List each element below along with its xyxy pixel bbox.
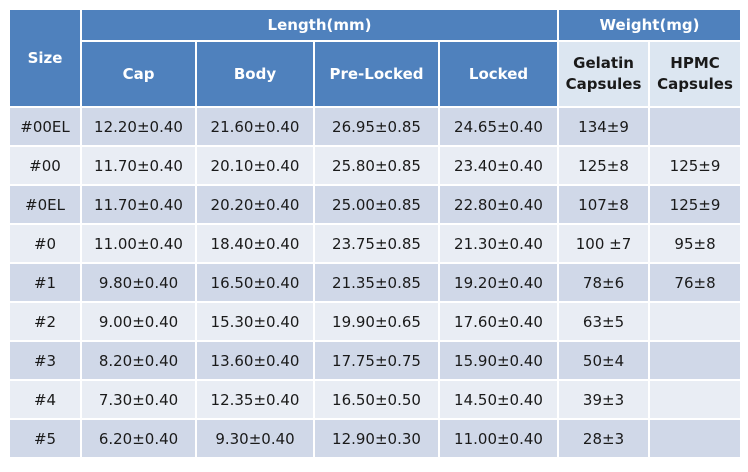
value-cell: 134±9 (557, 106, 651, 147)
size-cell: #0EL (8, 184, 82, 225)
value-cell: 6.20±0.40 (80, 418, 197, 459)
value-cell: 39±3 (557, 379, 651, 420)
value-cell: 11.70±0.40 (80, 184, 197, 225)
value-cell (648, 106, 743, 147)
value-cell: 25.00±0.85 (313, 184, 440, 225)
value-cell: 23.40±0.40 (437, 145, 560, 186)
header-cell: Cap (80, 40, 197, 108)
table-row: #4 7.30±0.40 12.35±0.40 16.50±0.50 14.50±0.4… (8, 379, 743, 420)
value-cell: 63±5 (557, 301, 651, 342)
value-cell: 50±4 (557, 340, 651, 381)
value-cell: 11.00±0.40 (437, 418, 560, 459)
value-cell: 8.20±0.40 (80, 340, 197, 381)
value-cell: 17.60±0.40 (437, 301, 560, 342)
value-cell: 107±8 (557, 184, 651, 225)
value-cell: 95±8 (648, 223, 743, 264)
value-cell: 125±8 (557, 145, 651, 186)
size-cell: #5 (8, 418, 82, 459)
header-cell: Gelatin Capsules (557, 40, 651, 108)
table-row: #0 11.00±0.40 18.40±0.40 23.75±0.85 21.30±0.… (8, 223, 743, 264)
value-cell: 9.80±0.40 (80, 262, 197, 303)
value-cell: 15.30±0.40 (195, 301, 315, 342)
table-row: #1 9.80±0.40 16.50±0.40 21.35±0.85 19.20±0.4… (8, 262, 743, 303)
size-cell: #3 (8, 340, 82, 381)
value-cell: 21.60±0.40 (195, 106, 315, 147)
header-cell: Weight(mg) (557, 8, 743, 42)
table-row: #00EL 12.20±0.40 21.60±0.40 26.95±0.85 24.65… (8, 106, 743, 147)
value-cell: 12.20±0.40 (80, 106, 197, 147)
header-cell: HPMC Capsules (648, 40, 743, 108)
header-cell: Length(mm) (79, 8, 560, 42)
value-cell (648, 379, 743, 420)
value-cell: 9.30±0.40 (195, 418, 315, 459)
size-cell: #4 (8, 379, 82, 420)
value-cell: 12.35±0.40 (195, 379, 315, 420)
value-cell: 16.50±0.40 (195, 262, 315, 303)
size-cell: #1 (8, 262, 82, 303)
value-cell: 17.75±0.75 (313, 340, 440, 381)
value-cell: 14.50±0.40 (437, 379, 560, 420)
value-cell: 13.60±0.40 (195, 340, 315, 381)
value-cell: 22.80±0.40 (437, 184, 560, 225)
value-cell: 125±9 (648, 184, 743, 225)
table-row: #00 11.70±0.40 20.10±0.40 25.80±0.85 23.40±0… (8, 145, 743, 186)
header-cell: Pre-Locked (313, 40, 440, 108)
header-cell: Size (8, 8, 82, 108)
value-cell: 125±9 (648, 145, 743, 186)
value-cell (648, 301, 743, 342)
value-cell: 24.65±0.40 (437, 106, 560, 147)
size-cell: #00EL (8, 106, 82, 147)
value-cell: 100 ±7 (557, 223, 651, 264)
value-cell: 78±6 (557, 262, 651, 303)
header-cell: Locked (437, 40, 560, 108)
value-cell: 9.00±0.40 (80, 301, 197, 342)
value-cell: 12.90±0.30 (313, 418, 440, 459)
size-cell: #2 (8, 301, 82, 342)
value-cell: 20.10±0.40 (195, 145, 315, 186)
capsule-size-table: Size Length(mm) Weight(mg) Cap Body Pre-… (8, 8, 743, 459)
value-cell: 15.90±0.40 (437, 340, 560, 381)
value-cell: 18.40±0.40 (195, 223, 315, 264)
size-cell: #00 (8, 145, 82, 186)
table-row: #5 6.20±0.40 9.30±0.40 12.90±0.30 11.00±0.40… (8, 418, 743, 459)
value-cell: 21.35±0.85 (313, 262, 440, 303)
value-cell: 76±8 (648, 262, 743, 303)
value-cell: 28±3 (557, 418, 651, 459)
value-cell: 19.20±0.40 (437, 262, 560, 303)
value-cell: 7.30±0.40 (80, 379, 197, 420)
value-cell: 21.30±0.40 (437, 223, 560, 264)
table-body: #00EL 12.20±0.40 21.60±0.40 26.95±0.85 24.65… (8, 106, 743, 459)
value-cell (648, 340, 743, 381)
value-cell: 23.75±0.85 (313, 223, 440, 264)
value-cell: 20.20±0.40 (195, 184, 315, 225)
table-row: #0EL 11.70±0.40 20.20±0.40 25.00±0.85 22.80±… (8, 184, 743, 225)
value-cell: 16.50±0.50 (313, 379, 440, 420)
value-cell: 11.70±0.40 (80, 145, 197, 186)
value-cell: 11.00±0.40 (80, 223, 197, 264)
value-cell: 26.95±0.85 (313, 106, 440, 147)
value-cell: 25.80±0.85 (313, 145, 440, 186)
value-cell (648, 418, 743, 459)
header-cell: Body (195, 40, 315, 108)
size-cell: #0 (8, 223, 82, 264)
value-cell: 19.90±0.65 (313, 301, 440, 342)
table-row: #2 9.00±0.40 15.30±0.40 19.90±0.65 17.60±0.4… (8, 301, 743, 342)
table-row: #3 8.20±0.40 13.60±0.40 17.75±0.75 15.90±0.4… (8, 340, 743, 381)
